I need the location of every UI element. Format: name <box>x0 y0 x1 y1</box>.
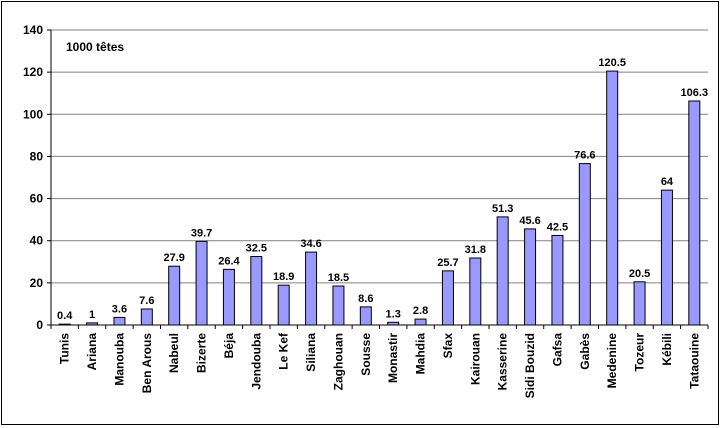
bar <box>332 285 345 326</box>
data-label: 51.3 <box>492 203 513 215</box>
unit-annotation: 1000 têtes <box>66 40 124 54</box>
data-label: 32.5 <box>246 243 267 255</box>
x-tick-label: Kébili <box>660 333 674 366</box>
bar <box>551 234 564 326</box>
bar <box>359 306 372 326</box>
y-tick-label: 40 <box>30 234 44 248</box>
data-label: 25.7 <box>437 257 458 269</box>
bar <box>168 265 181 326</box>
y-tick-label: 80 <box>30 149 44 163</box>
x-tick-label: Sidi Bouzid <box>523 333 537 398</box>
x-tick-label: Nabeul <box>167 333 181 373</box>
data-label: 39.7 <box>191 227 212 239</box>
x-tick-label: Gabès <box>578 333 592 370</box>
x-tick-label: Kairouan <box>468 333 482 385</box>
data-label: 31.8 <box>465 244 486 256</box>
axes <box>50 30 708 326</box>
x-tick-label: Tunis <box>58 333 72 364</box>
x-tick-label: Ariana <box>85 333 99 371</box>
bar <box>441 270 454 326</box>
y-tick-label: 120 <box>23 65 43 79</box>
data-label: 2.8 <box>413 305 428 317</box>
bar <box>140 308 153 326</box>
data-label: 18.5 <box>328 272 349 284</box>
bar <box>496 216 509 326</box>
x-tick-labels: Tunis Ariana Manouba Ben Arous Nabeul Bizerte… <box>58 332 702 398</box>
y-tick-label: 60 <box>30 192 44 206</box>
bar <box>113 316 126 326</box>
data-label: 3.6 <box>112 303 127 315</box>
data-label: 7.6 <box>139 295 154 307</box>
data-label: 18.9 <box>273 271 294 283</box>
data-label: 27.9 <box>163 252 184 264</box>
data-label: 45.6 <box>519 215 540 227</box>
y-tick-label: 20 <box>30 276 44 290</box>
x-tick-label: Jendouba <box>249 333 263 390</box>
gridlines <box>47 29 709 329</box>
bar <box>688 100 701 326</box>
y-tick-label: 140 <box>23 23 43 37</box>
data-label: 8.6 <box>358 293 373 305</box>
x-tick-label: Béja <box>222 333 236 359</box>
bar <box>277 284 290 326</box>
data-label: 64 <box>661 176 674 188</box>
data-label: 1.3 <box>386 308 401 320</box>
bar <box>469 257 482 326</box>
x-tick-label: Sfax <box>441 333 455 359</box>
bar <box>250 256 263 326</box>
data-label: 0.4 <box>57 310 73 322</box>
data-label: 76.6 <box>574 150 595 162</box>
x-tick-label: Monastir <box>386 333 400 383</box>
x-tick-label: Kasserine <box>496 333 510 391</box>
data-label: 26.4 <box>218 255 240 267</box>
y-tick-label: 0 <box>36 318 43 332</box>
bar <box>578 163 591 326</box>
data-label: 42.5 <box>547 221 568 233</box>
data-labels: 0.4 1 3.6 7.6 27.9 39.7 26.4 32.5 18.9 34.6 18.5 8.… <box>57 57 708 322</box>
x-tick-label: Tozeur <box>633 333 647 372</box>
bar <box>524 228 537 326</box>
data-label: 120.5 <box>598 57 626 69</box>
bar <box>305 251 318 326</box>
x-tick-label: Tataouine <box>687 333 701 389</box>
bar <box>195 240 208 326</box>
data-label: 106.3 <box>681 87 709 99</box>
data-label: 20.5 <box>629 268 650 280</box>
bar <box>414 318 427 326</box>
y-tick-label: 100 <box>23 107 43 121</box>
x-tick-label: Gafsa <box>550 333 564 367</box>
data-label: 34.6 <box>300 238 321 250</box>
bar <box>222 268 235 326</box>
x-tick-label: Sousse <box>359 333 373 376</box>
y-tick-labels: 0 20 40 60 80 100 120 140 <box>23 23 43 332</box>
x-tick-label: Manouba <box>112 333 126 386</box>
bar <box>633 281 646 326</box>
x-tick-label: Le Kef <box>277 332 291 370</box>
x-tick-label: Zaghouan <box>331 333 345 390</box>
bar <box>606 70 619 326</box>
x-tick-label: Siliana <box>304 333 318 372</box>
x-tick-label: Medenine <box>605 333 619 389</box>
bar <box>660 189 673 326</box>
x-tick-label: Ben Arous <box>140 333 154 394</box>
bars <box>58 70 701 326</box>
x-tick-label: Bizerte <box>195 333 209 373</box>
data-label: 1 <box>89 309 95 321</box>
x-tick-label: Mahdia <box>414 333 428 375</box>
